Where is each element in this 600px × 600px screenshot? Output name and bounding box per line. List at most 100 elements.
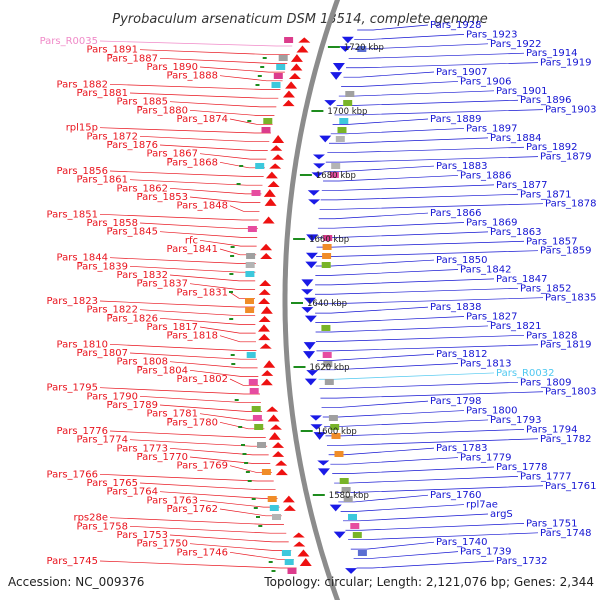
left-gene-label: Pars_1789 [107, 400, 158, 411]
left-gene-label: Pars_1807 [77, 348, 128, 359]
cog-block-forward [331, 163, 341, 169]
left-leader-line [219, 75, 283, 82]
left-gene-label: Pars_1867 [147, 149, 198, 160]
right-gene-label: Pars_1869 [466, 217, 517, 228]
forward-strand-gene [317, 460, 330, 466]
reverse-strand-gene [299, 558, 312, 566]
kbp-tick-label: 1660 kbp [309, 235, 349, 245]
forward-strand-gene [301, 307, 314, 313]
right-gene-label: Pars_1847 [496, 274, 547, 285]
cog-block-forward [330, 424, 340, 430]
reverse-strand-gene [269, 163, 282, 169]
forward-strand-gene [306, 370, 319, 376]
left-gene-label: Pars_1795 [47, 383, 98, 394]
right-gene-label: Pars_1866 [430, 208, 481, 219]
reverse-strand-gene [271, 154, 284, 160]
reverse-strand-gene [261, 370, 274, 376]
right-leader-line [350, 541, 435, 550]
reverse-strand-gene [272, 135, 285, 143]
left-leader-line [99, 560, 297, 569]
right-leader-line [328, 447, 435, 456]
cog-block-forward [357, 550, 367, 556]
right-gene-label: Pars_1877 [496, 180, 547, 191]
right-leader-line [315, 316, 465, 323]
right-gene-label: Pars_1922 [490, 39, 541, 50]
forward-strand-gene [333, 531, 346, 539]
right-gene-label: Pars_1819 [540, 340, 591, 351]
left-leader-line [199, 153, 267, 160]
left-leader-line [139, 49, 290, 56]
right-leader-line [325, 156, 539, 163]
left-gene-label: Pars_1837 [137, 279, 188, 290]
forward-strand-gene [305, 261, 318, 269]
reverse-strand-gene [272, 442, 285, 448]
left-leader-line [109, 257, 256, 264]
right-leader-line [330, 128, 465, 135]
right-gene-label: Pars_1914 [526, 48, 577, 59]
reverse-strand-gene [258, 333, 271, 341]
reverse-strand-gene [285, 81, 298, 89]
cog-block-forward [348, 514, 357, 520]
forward-strand-gene [339, 46, 352, 52]
right-gene-label: Pars_1782 [540, 434, 591, 445]
reverse-strand-gene [258, 289, 271, 295]
right-leader-line [320, 391, 544, 399]
cog-block-reverse [278, 55, 288, 61]
reverse-strand-gene [260, 253, 273, 259]
right-gene-label: Pars_1739 [460, 547, 511, 558]
left-gene-label: Pars_1888 [167, 71, 218, 82]
left-gene-label: Pars_1746 [177, 547, 228, 558]
right-leader-line [334, 476, 519, 484]
reverse-strand-gene [260, 243, 273, 251]
kbp-tick-label: 1700 kbp [327, 107, 367, 117]
right-leader-line [315, 297, 544, 305]
left-gene-label: Pars_1861 [77, 175, 128, 186]
right-gene-label: Pars_1761 [545, 481, 596, 492]
cog-block-forward [321, 325, 331, 331]
left-gene-label: Pars_1853 [137, 192, 188, 203]
kbp-tick-label: 1620 kbp [310, 363, 350, 373]
cog-block-forward [339, 478, 349, 484]
right-leader-line [345, 523, 525, 531]
cog-block-forward [334, 451, 344, 457]
cog-block-reverse [257, 442, 266, 448]
left-gene-label: Pars_1885 [117, 97, 168, 108]
cog-block-forward [339, 118, 349, 124]
reverse-strand-gene [267, 414, 280, 422]
cog-block-reverse [248, 379, 258, 385]
reverse-strand-gene [257, 324, 270, 332]
left-gene-label: Pars_1874 [177, 114, 228, 125]
left-gene-label: Pars_1839 [77, 261, 128, 272]
cog-block-reverse [245, 262, 255, 268]
forward-strand-gene [308, 199, 321, 205]
left-gene-label: Pars_1872 [87, 131, 138, 142]
cog-block-reverse [245, 307, 255, 313]
left-gene-label: Pars_1764 [107, 487, 158, 498]
cog-block-reverse [273, 73, 283, 79]
right-leader-line [341, 81, 459, 87]
right-gene-label: Pars_1732 [496, 556, 547, 567]
right-leader-line [317, 231, 489, 238]
cog-block-forward [329, 172, 339, 178]
reverse-strand-gene [275, 468, 288, 476]
right-gene-label: Pars_1859 [540, 246, 591, 257]
cog-block-forward [323, 361, 333, 367]
left-gene-label: Pars_1745 [47, 556, 98, 567]
left-leader-line [109, 517, 284, 525]
reverse-strand-gene [288, 72, 301, 80]
right-gene-label: Pars_1923 [466, 29, 517, 40]
left-leader-line [109, 430, 266, 438]
accession-label: Accession: NC_009376 [8, 575, 144, 589]
reverse-strand-gene [290, 63, 303, 71]
right-gene-label: Pars_1827 [466, 312, 517, 323]
right-gene-label: Pars_1878 [545, 199, 596, 210]
forward-strand-gene [345, 568, 358, 574]
reverse-strand-gene [264, 198, 277, 206]
left-gene-label: Pars_R0035 [40, 36, 98, 47]
right-leader-line [338, 494, 429, 503]
reverse-strand-gene [263, 360, 276, 368]
kbp-tick-label: 1640 kbp [307, 299, 347, 309]
right-leader-line [315, 325, 489, 333]
right-gene-label: Pars_1919 [540, 58, 591, 69]
cog-block-forward [322, 244, 332, 250]
